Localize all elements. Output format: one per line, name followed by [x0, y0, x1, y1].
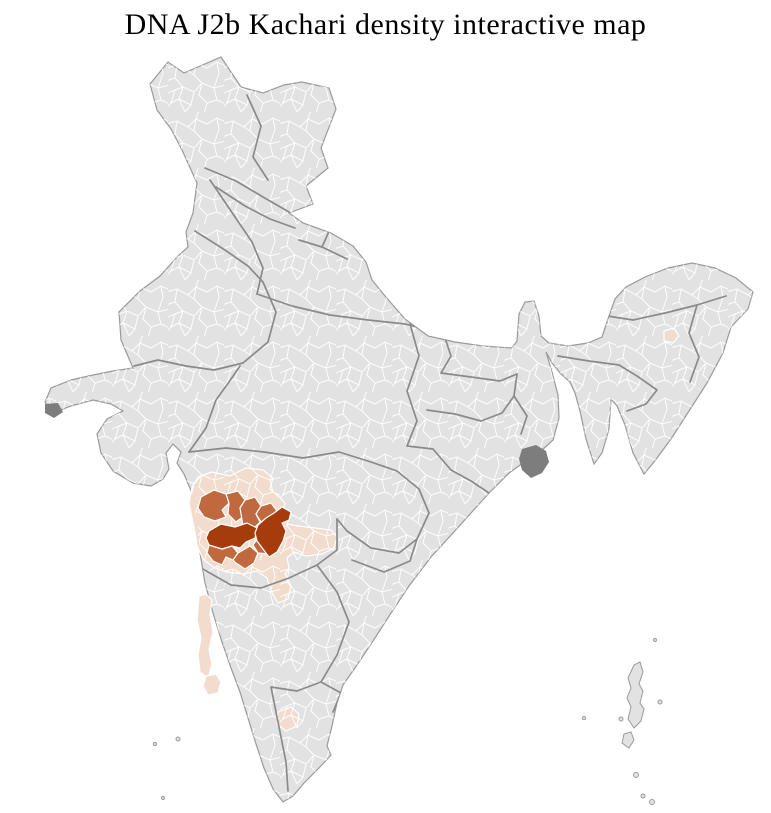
district-medium-3[interactable]	[239, 496, 262, 531]
island-dot	[633, 772, 639, 778]
district-high-east[interactable]	[254, 506, 292, 558]
district-low-konkan-coast-strip[interactable]	[196, 593, 214, 679]
delta-marsh-marks	[45, 403, 549, 478]
district-medium-1[interactable]	[197, 489, 230, 522]
island-chains	[153, 638, 663, 805]
island-dot	[649, 799, 655, 805]
density-high-regions	[205, 506, 292, 558]
district-medium-6[interactable]	[232, 545, 259, 570]
island-dot	[653, 638, 657, 642]
district-low-coastal-karnataka[interactable]	[202, 673, 222, 696]
island-dot	[640, 793, 646, 799]
island-dot	[582, 716, 586, 720]
sundarbans-delta	[519, 445, 549, 478]
island-dot	[657, 699, 663, 705]
island-dot	[618, 716, 624, 722]
district-high-west[interactable]	[205, 522, 258, 550]
andaman-small-island[interactable]	[621, 731, 635, 749]
density-medium-regions	[197, 489, 278, 570]
andaman-main-island[interactable]	[626, 661, 645, 729]
lakshadweep-dot	[175, 736, 181, 742]
lakshadweep-dot	[161, 796, 165, 800]
lakshadweep-dot	[153, 742, 157, 746]
kutch-inlet	[45, 403, 63, 418]
map-title: DNA J2b Kachari density interactive map	[124, 8, 647, 41]
state-borders	[133, 94, 727, 792]
